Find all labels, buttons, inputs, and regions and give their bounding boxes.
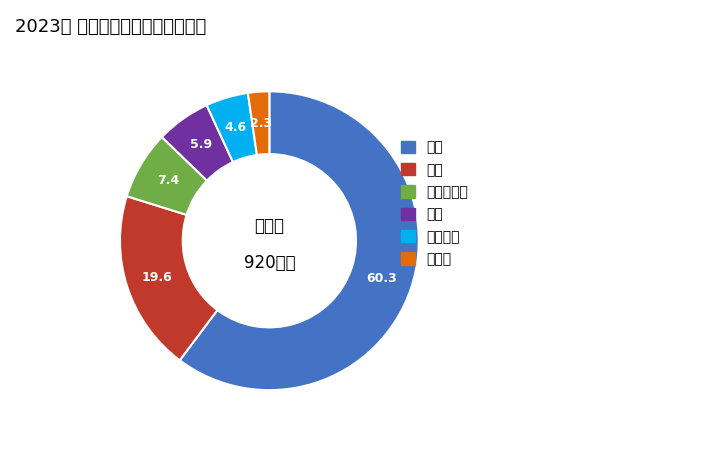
Legend: タイ, 中国, マレーシア, 韓国, ベトナム, その他: タイ, 中国, マレーシア, 韓国, ベトナム, その他 [396, 135, 474, 272]
Text: 2023年 輸出相手国のシェア（％）: 2023年 輸出相手国のシェア（％） [15, 18, 206, 36]
Text: 60.3: 60.3 [366, 271, 397, 284]
Text: 5.9: 5.9 [190, 138, 212, 151]
Text: 19.6: 19.6 [142, 270, 173, 284]
Text: 2.3: 2.3 [250, 117, 272, 130]
Wedge shape [162, 105, 233, 180]
Text: 7.4: 7.4 [157, 174, 179, 187]
Wedge shape [248, 91, 269, 155]
Wedge shape [180, 91, 419, 390]
Wedge shape [207, 93, 257, 162]
Text: 4.6: 4.6 [225, 121, 247, 134]
Text: 総　額: 総 額 [254, 217, 285, 235]
Text: 920万円: 920万円 [244, 254, 295, 272]
Wedge shape [120, 196, 218, 360]
Wedge shape [127, 137, 207, 215]
